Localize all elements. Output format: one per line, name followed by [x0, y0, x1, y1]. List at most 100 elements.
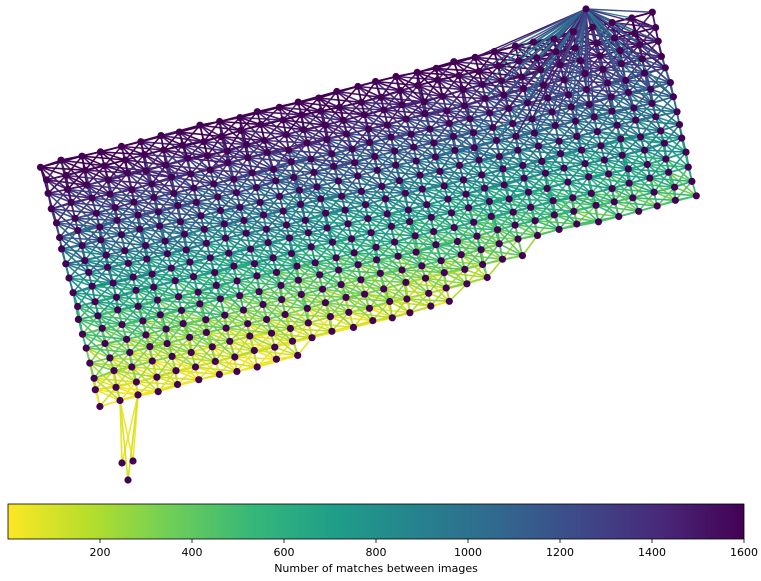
- graph-edge: [357, 175, 387, 200]
- graph-edge: [60, 159, 86, 171]
- graph-edge: [221, 135, 265, 142]
- graph-node: [471, 53, 479, 62]
- graph-edge: [195, 366, 237, 373]
- graph-edge: [440, 259, 466, 271]
- graph-edge: [415, 251, 442, 262]
- graph-node: [307, 155, 315, 163]
- graph-edge: [580, 131, 599, 151]
- graph-edge: [115, 366, 133, 388]
- graph-node: [478, 80, 486, 88]
- graph-edge: [628, 91, 653, 105]
- graph-node: [81, 257, 89, 265]
- graph-edge: [399, 179, 423, 190]
- graph-edge: [326, 119, 345, 141]
- graph-node: [410, 143, 418, 151]
- graph-edge: [153, 286, 179, 298]
- graph-edge: [272, 257, 299, 281]
- graph-edge: [226, 327, 272, 334]
- graph-edge: [94, 388, 121, 402]
- graph-edge: [142, 320, 167, 330]
- graph-node: [174, 202, 182, 210]
- graph-node: [82, 344, 90, 352]
- graph-node: [401, 189, 409, 197]
- graph-edge: [530, 206, 574, 213]
- graph-node: [134, 211, 142, 219]
- graph-node: [197, 212, 205, 220]
- graph-node: [112, 293, 121, 301]
- graph-edge: [193, 275, 217, 287]
- graph-node: [337, 281, 345, 289]
- graph-edge: [627, 149, 646, 170]
- graph-edge: [585, 8, 656, 29]
- graph-node: [341, 206, 349, 214]
- graph-edge: [417, 67, 437, 87]
- graph-edge: [77, 229, 107, 256]
- graph-edge: [339, 101, 362, 109]
- graph-edge: [190, 331, 208, 353]
- graph-node: [100, 162, 109, 170]
- graph-edge: [370, 231, 395, 243]
- graph-node: [91, 386, 99, 394]
- graph-node: [163, 250, 171, 258]
- graph-edge: [627, 72, 646, 94]
- graph-edge: [433, 230, 478, 237]
- graph-edge: [145, 244, 172, 269]
- graph-edge: [498, 8, 587, 67]
- graph-edge: [256, 275, 283, 301]
- graph-edge: [40, 166, 67, 177]
- graph-edge: [515, 135, 539, 147]
- graph-node: [593, 128, 602, 136]
- graph-edge: [527, 172, 547, 193]
- graph-node: [326, 313, 334, 321]
- graph-edge: [310, 227, 328, 248]
- graph-edge: [325, 301, 350, 314]
- graph-node: [58, 245, 66, 253]
- graph-edge: [554, 214, 578, 225]
- graph-node: [111, 204, 119, 212]
- graph-node: [253, 272, 261, 280]
- graph-edge: [101, 309, 119, 329]
- graph-edge: [288, 149, 332, 155]
- graph-node: [549, 197, 557, 205]
- graph-node: [628, 14, 636, 22]
- graph-edge: [233, 248, 252, 267]
- graph-node: [83, 181, 91, 189]
- graph-edge: [213, 183, 237, 194]
- graph-edge: [165, 164, 192, 175]
- graph-edge: [247, 156, 277, 182]
- graph-edge: [263, 119, 284, 142]
- graph-node: [364, 215, 372, 223]
- graph-node: [573, 132, 581, 140]
- graph-edge: [297, 262, 316, 281]
- graph-edge: [673, 166, 689, 188]
- graph-edge: [45, 159, 62, 181]
- graph-edge: [496, 139, 519, 151]
- graph-edge: [304, 219, 334, 243]
- graph-edge: [280, 284, 308, 310]
- graph-edge: [667, 151, 687, 173]
- graph-node: [287, 249, 296, 258]
- graph-edge: [228, 252, 274, 259]
- graph-edge: [415, 251, 445, 274]
- graph-node: [578, 146, 586, 154]
- graph-node: [388, 314, 396, 322]
- graph-edge: [73, 291, 117, 299]
- graph-edge: [633, 107, 662, 132]
- graph-node: [304, 229, 312, 237]
- graph-edge: [166, 323, 184, 345]
- graph-edge: [335, 257, 359, 266]
- graph-edge: [389, 300, 431, 307]
- graph-edge: [306, 288, 324, 309]
- graph-edge: [245, 124, 262, 145]
- graph-node: [611, 34, 619, 42]
- graph-edge: [360, 190, 388, 215]
- graph-edge: [249, 335, 276, 348]
- graph-node: [154, 388, 162, 396]
- graph-edge: [124, 228, 141, 252]
- graph-node: [36, 163, 45, 171]
- graph-edge: [91, 179, 110, 199]
- graph-edge: [314, 241, 334, 264]
- graph-edge: [258, 271, 278, 293]
- graph-edge: [614, 201, 639, 213]
- graph-edge: [424, 110, 447, 115]
